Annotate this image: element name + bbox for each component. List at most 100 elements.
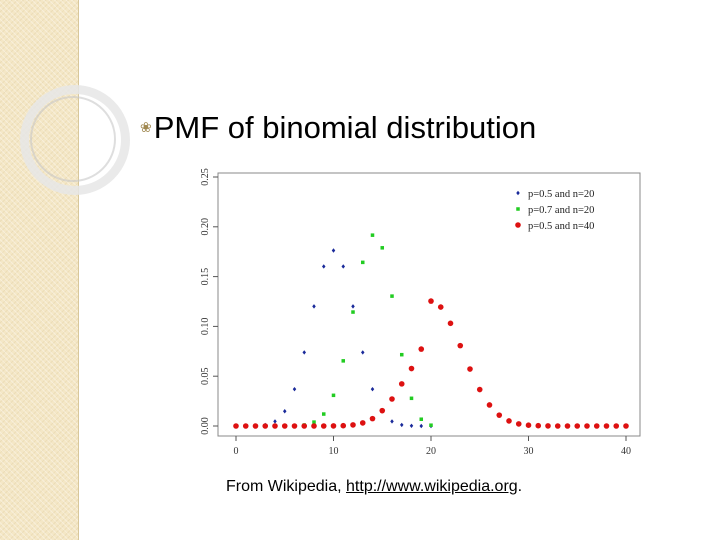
data-point — [437, 304, 444, 310]
data-point — [351, 304, 355, 309]
data-point — [360, 260, 365, 265]
data-point — [341, 264, 346, 269]
data-point — [515, 421, 522, 427]
data-point — [311, 423, 317, 429]
y-tick-label: 0.25 — [200, 168, 211, 186]
data-point — [516, 207, 520, 211]
data-point — [321, 412, 326, 416]
chart: 0 10 20 30 40 0.00 0.05 0.10 0.15 0.20 0.25 p=0.5… — [190, 168, 645, 468]
x-tick-label: 0 — [234, 446, 239, 457]
y-tick-label: 0.20 — [200, 218, 211, 236]
data-point — [419, 417, 424, 421]
data-point — [272, 423, 278, 429]
data-point — [282, 409, 287, 414]
data-point — [398, 381, 405, 387]
series-3 — [233, 298, 629, 429]
data-point — [447, 320, 454, 327]
data-point — [370, 233, 375, 237]
data-point — [340, 422, 347, 429]
x-tick-label: 20 — [426, 446, 436, 457]
x-tick-label: 30 — [524, 446, 534, 457]
data-point — [545, 423, 551, 429]
decorative-side-band — [0, 0, 79, 540]
data-point — [429, 423, 433, 427]
slide-title-text: PMF of binomial distribution — [153, 110, 537, 145]
bullet-icon: ❀ — [140, 119, 152, 135]
data-point — [574, 423, 581, 429]
legend: p=0.5 and n=20 p=0.7 and n=20 p=0.5 and n=… — [515, 189, 594, 232]
data-point — [360, 350, 365, 355]
data-point — [419, 423, 424, 429]
y-tick-label: 0.00 — [200, 417, 211, 435]
data-point — [399, 352, 404, 357]
legend-label: p=0.7 and n=20 — [528, 205, 594, 216]
data-point — [603, 423, 610, 429]
data-point — [623, 423, 629, 429]
data-point — [320, 423, 327, 429]
y-tick-label: 0.05 — [200, 367, 211, 385]
decorative-ring — [20, 85, 130, 195]
data-point — [476, 386, 483, 393]
legend-label: p=0.5 and n=20 — [528, 189, 594, 200]
data-point — [457, 342, 464, 349]
data-points — [233, 233, 629, 429]
data-point — [321, 264, 326, 269]
data-point — [292, 386, 297, 392]
caption-prefix: From Wikipedia, — [226, 478, 347, 495]
data-point — [233, 423, 239, 429]
data-point — [351, 310, 355, 314]
legend-label: p=0.5 and n=40 — [528, 221, 594, 232]
data-point — [252, 423, 259, 429]
data-point — [341, 359, 346, 363]
data-point — [593, 423, 600, 429]
x-tick-label: 40 — [621, 446, 631, 457]
data-point — [564, 423, 571, 429]
data-point — [613, 423, 620, 429]
data-point — [496, 412, 503, 418]
data-point — [369, 415, 376, 422]
data-point — [262, 423, 269, 429]
data-point — [390, 419, 394, 424]
data-point — [312, 420, 316, 424]
wikipedia-link[interactable]: http://www.wikipedia.org — [346, 478, 518, 495]
data-point — [379, 407, 386, 414]
data-point — [331, 393, 336, 398]
data-point — [409, 396, 414, 401]
binomial-pmf-chart: 0 10 20 30 40 0.00 0.05 0.10 0.15 0.20 0.25 p=0.5… — [200, 168, 641, 457]
x-axis: 0 10 20 30 40 — [234, 436, 631, 457]
data-point — [390, 294, 394, 298]
data-point — [291, 423, 298, 429]
data-point — [389, 396, 395, 402]
caption-suffix: . — [517, 478, 523, 495]
y-axis: 0.00 0.05 0.10 0.15 0.20 0.25 — [200, 168, 218, 435]
data-point — [399, 422, 404, 428]
data-point — [535, 422, 542, 429]
x-tick-label: 10 — [329, 446, 339, 457]
data-point — [331, 248, 336, 253]
data-point — [408, 365, 415, 372]
slide-title: ❀PMF of binomial distribution — [140, 110, 536, 146]
data-point — [525, 422, 532, 429]
caption: From Wikipedia, http://www.wikipedia.org… — [226, 478, 522, 496]
data-point — [281, 423, 288, 429]
data-point — [409, 423, 414, 429]
data-point — [515, 222, 521, 228]
data-point — [428, 298, 434, 304]
data-point — [301, 423, 308, 429]
plot-frame — [217, 172, 641, 437]
data-point — [486, 402, 493, 408]
decorative-ring-inner — [30, 96, 116, 182]
data-point — [418, 346, 425, 352]
y-tick-label: 0.10 — [200, 318, 211, 336]
data-point — [242, 423, 249, 429]
data-point — [350, 422, 356, 428]
data-point — [506, 418, 512, 424]
data-point — [584, 423, 590, 429]
data-point — [467, 366, 473, 372]
data-point — [359, 420, 366, 426]
data-point — [380, 246, 385, 250]
data-point — [370, 386, 375, 392]
data-point — [554, 423, 561, 429]
data-point — [330, 423, 337, 429]
y-tick-label: 0.15 — [200, 268, 211, 286]
